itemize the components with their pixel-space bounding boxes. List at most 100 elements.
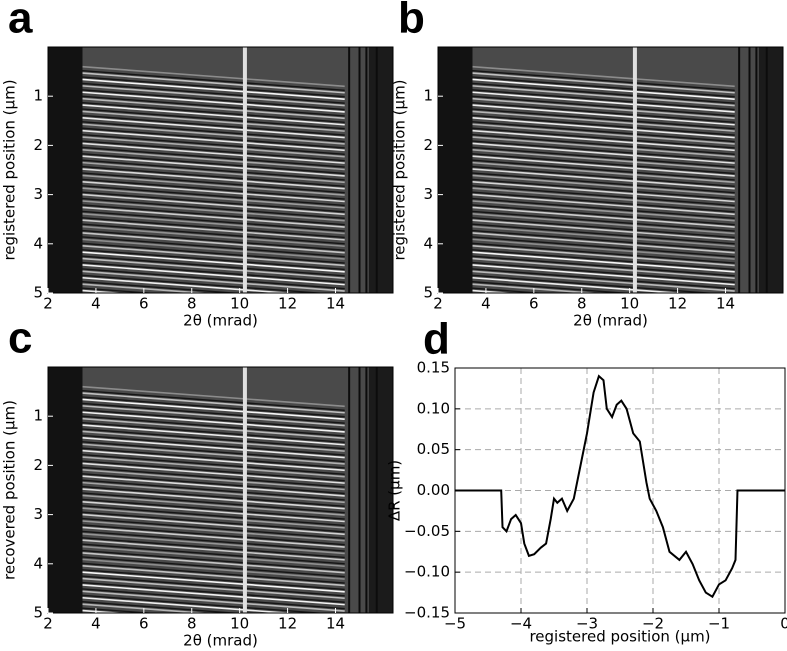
image-stripe <box>82 462 345 484</box>
image-stripe <box>82 456 345 478</box>
image-stripe <box>82 481 345 504</box>
image-stripe-dark <box>82 210 345 232</box>
image-stripe-dark <box>472 217 735 239</box>
image-stripe-dark <box>82 127 345 149</box>
image-stripe-dark <box>472 76 735 98</box>
x-tick-label: 12 <box>278 615 297 633</box>
image-black <box>438 47 473 293</box>
y-tick-label: 1 <box>423 87 433 105</box>
panel-3: −5 −4 −3 −2 −1 0 −0.15 −0.10 −0.05 0.00 0.05 0.10 0.… <box>386 315 787 646</box>
x-tick-label: 4 <box>91 295 101 313</box>
image-stripe <box>472 149 735 171</box>
image-stripe-dark <box>82 229 345 251</box>
image-stripe <box>472 155 735 177</box>
image-stripe-dark <box>82 434 345 456</box>
image-stripe-dark <box>82 581 345 603</box>
x-tick-label: −4 <box>510 615 532 633</box>
image-stripe-dark <box>82 204 345 226</box>
data-line <box>455 374 785 599</box>
image-stripe <box>82 168 345 190</box>
x-axis-label: registered position (μm) <box>529 628 710 646</box>
image-stripe <box>472 181 735 203</box>
image-stripe <box>472 123 735 145</box>
image-stripe <box>82 590 345 612</box>
image-stripe <box>472 174 735 196</box>
image-stripe <box>82 219 345 241</box>
x-tick-label: 8 <box>187 295 197 313</box>
image-stripe <box>82 603 212 613</box>
image-stripe-dark <box>82 178 345 200</box>
image-stripe-dark <box>82 261 345 283</box>
image-stripe <box>472 232 735 254</box>
image-stripe <box>82 539 345 561</box>
image-edge <box>738 47 741 293</box>
image-stripe-dark <box>82 505 345 527</box>
image-stripe <box>82 200 345 222</box>
y-tick-label: 1 <box>33 407 43 425</box>
x-tick-label: 0 <box>780 615 787 633</box>
image-stripe <box>472 251 735 273</box>
image-stripe <box>82 571 345 593</box>
y-tick-label: 5 <box>33 604 43 622</box>
image-stripe-dark <box>472 274 717 293</box>
image-stripe-dark <box>82 556 345 578</box>
panel-label: b <box>398 0 425 43</box>
image-stripe <box>472 142 735 164</box>
image-stripe <box>82 212 345 235</box>
image-stripe-dark <box>472 178 735 200</box>
image-vline <box>242 47 247 293</box>
y-tick-label: 4 <box>33 234 43 252</box>
image-stripe <box>82 110 345 132</box>
image-edge <box>358 367 361 613</box>
image-stripe <box>82 142 345 164</box>
image-stripe-dark <box>82 396 345 418</box>
x-tick-label: 14 <box>716 295 735 313</box>
image-edge <box>755 47 758 293</box>
image-stripe <box>82 257 345 280</box>
image <box>48 367 393 613</box>
image-stripe-dark <box>82 415 345 437</box>
image-stripe-dark <box>82 185 345 207</box>
image-stripe-dark <box>472 261 735 283</box>
x-tick-label: 14 <box>326 295 345 313</box>
image-stripe <box>82 104 345 126</box>
x-tick-label: 8 <box>577 295 587 313</box>
image-stripe-dark <box>472 229 735 251</box>
x-tick-label: 4 <box>481 295 491 313</box>
image-stripe-dark <box>82 172 345 194</box>
image-stripe <box>82 206 345 228</box>
image-stripe <box>82 251 345 273</box>
image-stripe <box>472 117 735 139</box>
y-tick-label: −0.10 <box>404 563 450 581</box>
image-stripe <box>82 276 297 293</box>
y-tick-label: 3 <box>33 185 43 203</box>
image-stripe <box>472 136 735 158</box>
x-axis-label: 2θ (mrad) <box>183 632 258 650</box>
image-stripe <box>82 72 345 94</box>
image-stripe <box>82 596 297 613</box>
image-stripe <box>82 449 345 472</box>
image-edge <box>365 47 368 293</box>
image-black <box>48 367 83 613</box>
y-tick-label: 0.15 <box>417 359 450 377</box>
y-tick-label: 3 <box>423 185 433 203</box>
image-stripe-dark <box>82 274 327 293</box>
image-stripe-dark <box>82 447 345 469</box>
image-stripe <box>82 526 345 548</box>
image-stripe-dark <box>472 165 735 187</box>
image-stripe <box>82 283 212 293</box>
image-stripe-dark <box>82 249 345 271</box>
image-stripe <box>472 187 735 209</box>
x-tick-label: 2 <box>43 295 53 313</box>
image-stripe-dark <box>82 569 345 591</box>
image-stripe <box>82 552 345 574</box>
image-stripe <box>82 424 345 446</box>
image-stripe-dark <box>82 543 345 565</box>
image-stripe <box>82 417 345 440</box>
image-edge <box>375 367 378 613</box>
y-tick-label: 0.10 <box>417 399 450 417</box>
image-stripe <box>82 545 345 568</box>
image-stripe-dark <box>82 255 345 277</box>
